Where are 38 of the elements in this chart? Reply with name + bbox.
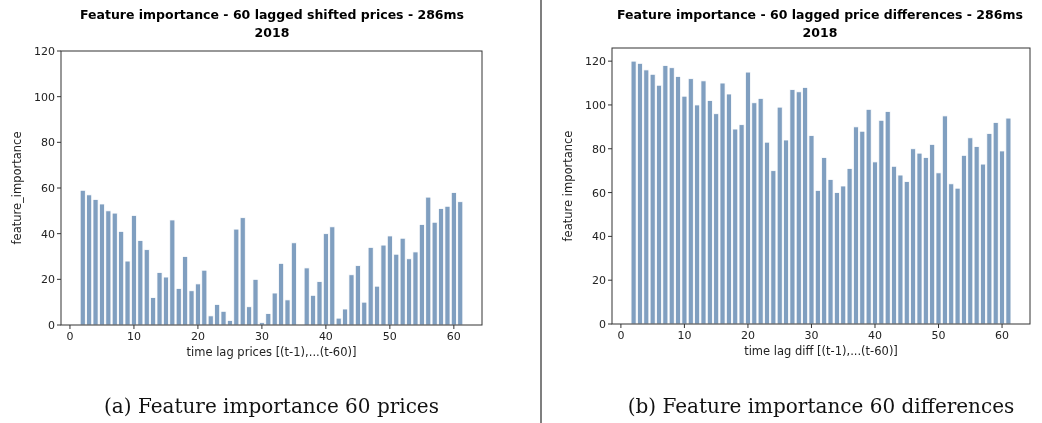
y-tick-label: 60	[592, 186, 606, 200]
x-tick-label: 0	[617, 329, 625, 342]
x-tick-label: 60	[995, 329, 1010, 342]
y-tick-label: 120	[34, 45, 55, 58]
y-tick-label: 100	[585, 98, 606, 112]
x-tick-label: 10	[126, 330, 141, 343]
x-tick-label: 0	[66, 330, 74, 343]
y-tick-label: 80	[592, 142, 606, 156]
y-tick-label: 40	[41, 227, 55, 241]
x-tick-label: 10	[677, 329, 692, 342]
y-axis-title: feature_importance	[10, 131, 24, 245]
x-axis-title: time lag diff [(t-1),...(t-60)]	[744, 344, 898, 358]
x-tick-label: 40	[318, 330, 333, 343]
x-tick-label: 50	[382, 330, 397, 343]
x-tick-label: 40	[868, 329, 882, 342]
chart-title: Feature importance - 60 lagged shifted prices - 286ms	[79, 7, 465, 22]
x-tick-label: 50	[931, 329, 946, 342]
chart-subtitle: 2018	[802, 25, 838, 40]
text: (b) Feature importance 60 differences	[627, 394, 1015, 418]
chart-title: Feature importance - 60 lagged price differences - 286ms	[617, 7, 1023, 22]
x-tick-label: 20	[190, 330, 205, 343]
x-tick-label: 30	[254, 330, 269, 343]
chart-subtitle: 2018	[254, 25, 290, 40]
x-tick-label: 20	[740, 329, 755, 342]
x-axis-title: time lag prices [(t-1),...(t-60)]	[186, 345, 357, 359]
y-tick-label: 100	[34, 90, 55, 104]
x-tick-label: 60	[446, 330, 461, 343]
y-tick-label: 0	[599, 318, 606, 331]
y-tick-label: 120	[585, 55, 606, 69]
y-tick-label: 60	[41, 182, 55, 195]
y-tick-label: 40	[592, 230, 606, 244]
y-tick-label: 0	[48, 319, 55, 332]
text: (a) Feature importance 60 prices	[104, 394, 439, 418]
y-tick-label: 20	[592, 274, 606, 288]
y-axis-title: feature importance	[561, 130, 575, 242]
y-tick-label: 80	[41, 136, 55, 150]
x-tick-label: 30	[804, 329, 819, 342]
y-tick-label: 20	[41, 273, 55, 287]
